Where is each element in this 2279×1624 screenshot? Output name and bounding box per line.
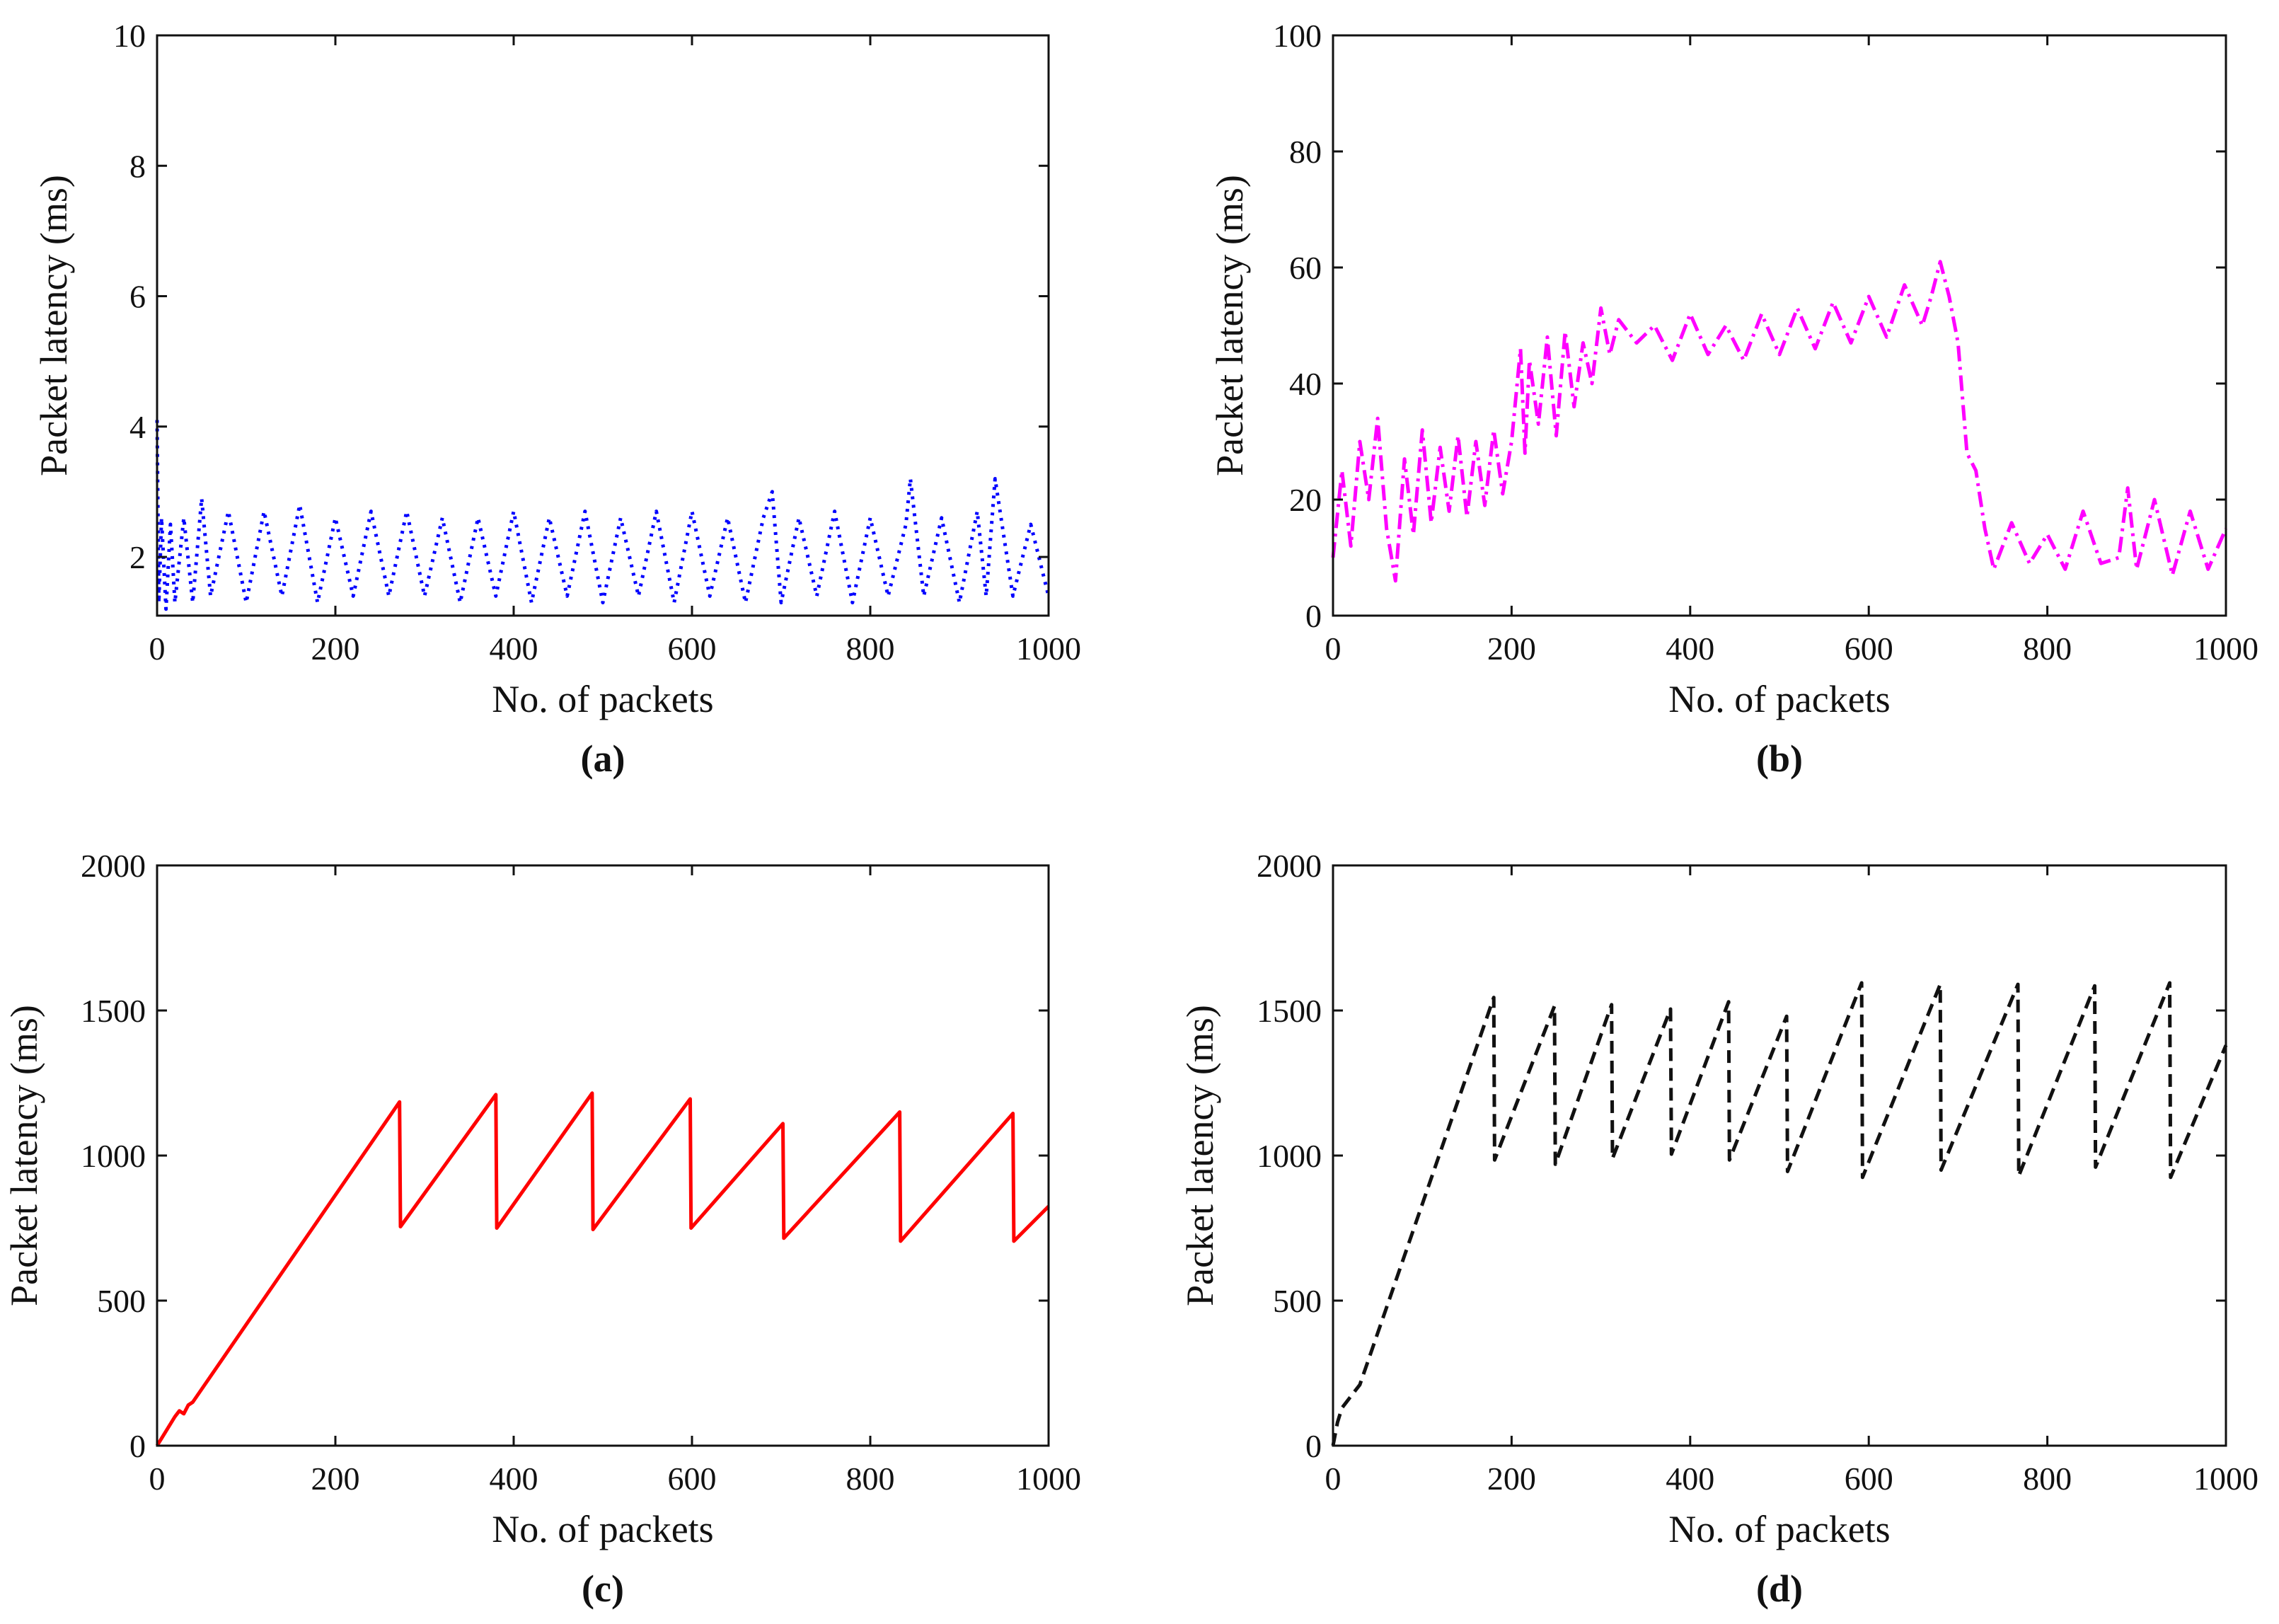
panel-c-x-tick-label: 200: [311, 1461, 360, 1497]
panel-a-x-tick-label: 600: [668, 630, 717, 667]
panel-b-x-tick-label: 200: [1487, 630, 1536, 667]
panel-b-y-tick-label: 80: [1289, 134, 1322, 170]
panel-c-caption: (c): [582, 1567, 624, 1610]
panel-b-y-axis-label: Packet latency (ms): [1208, 175, 1251, 476]
panel-a-y-tick-label: 4: [129, 409, 146, 445]
panel-c-y-tick-label: 1000: [81, 1138, 146, 1174]
panel-d-x-tick-label: 800: [2023, 1461, 2072, 1497]
panel-b-y-tick-label: 100: [1273, 18, 1322, 54]
panel-b-x-tick-label: 600: [1845, 630, 1893, 667]
panel-d-caption: (d): [1756, 1567, 1803, 1610]
panel-a-y-tick-label: 8: [129, 148, 146, 184]
panel-b-x-tick-label: 0: [1325, 630, 1342, 667]
panel-c-y-axis-label: Packet latency (ms): [3, 1005, 45, 1306]
panel-b-x-tick-label: 800: [2023, 630, 2072, 667]
panel-c-y-tick-label: 0: [129, 1428, 146, 1464]
panel-c-x-axis-label: No. of packets: [492, 1508, 713, 1550]
panel-d-y-tick-label: 2000: [1257, 848, 1322, 884]
panel-b-caption: (b): [1756, 737, 1803, 780]
panel-b: 0 200 400 600 800 1000 0 20 40 60 80 100 No. of pack…: [1208, 18, 2258, 780]
panel-a-y-tick-label: 6: [129, 279, 146, 315]
panel-b-x-tick-label: 400: [1666, 630, 1714, 667]
panel-b-y-tick-label: 0: [1305, 598, 1322, 634]
panel-a-x-tick-label: 1000: [1016, 630, 1081, 667]
panel-a-series-line: [155, 420, 1051, 611]
panel-c-series-line: [155, 1091, 1050, 1447]
panel-c-x-tick-label: 600: [668, 1461, 717, 1497]
panel-a: 0 200 400 600 800 1000 2 4 6 8 10 No. of packets Pac…: [33, 18, 1081, 780]
panel-a-y-axis-label: Packet latency (ms): [33, 175, 75, 476]
panel-a-x-tick-label: 800: [846, 630, 895, 667]
panel-c-x-tick-label: 400: [490, 1461, 538, 1497]
panel-b-y-tick-label: 60: [1289, 250, 1322, 286]
panel-d-x-tick-label: 200: [1487, 1461, 1536, 1497]
panel-c-axes-frame: [156, 864, 1050, 1447]
panel-a-x-tick-label: 0: [149, 630, 166, 667]
panel-b-y-tick-label: 40: [1289, 366, 1322, 402]
panel-a-axes-frame: [156, 34, 1050, 617]
panel-d-x-tick-label: 600: [1845, 1461, 1893, 1497]
panel-c-x-tick-label: 800: [846, 1461, 895, 1497]
panel-d-y-tick-label: 0: [1305, 1428, 1322, 1464]
panel-a-y-tick-label: 2: [129, 539, 146, 575]
panel-c-x-tick-label: 1000: [1016, 1461, 1081, 1497]
panel-d-y-tick-label: 500: [1273, 1283, 1322, 1319]
panel-d-x-tick-label: 1000: [2193, 1461, 2258, 1497]
panel-d-axes-frame: [1332, 864, 2227, 1447]
panel-b-x-tick-label: 1000: [2193, 630, 2258, 667]
panel-d-y-tick-label: 1000: [1257, 1138, 1322, 1174]
panel-b-axes-frame: [1332, 34, 2227, 617]
panel-d-x-tick-label: 0: [1325, 1461, 1342, 1497]
panel-a-caption: (a): [581, 737, 625, 780]
panel-a-y-tick-label: 10: [113, 18, 146, 54]
panel-d-x-tick-label: 400: [1666, 1461, 1714, 1497]
panel-c-y-tick-label: 500: [97, 1283, 146, 1319]
panel-c-y-tick-label: 2000: [81, 848, 146, 884]
panel-b-series-line: [1331, 260, 2228, 583]
panel-a-x-axis-label: No. of packets: [492, 678, 713, 720]
panel-d-y-tick-label: 1500: [1257, 993, 1322, 1029]
panel-b-x-axis-label: No. of packets: [1668, 678, 1890, 720]
panel-d-y-axis-label: Packet latency (ms): [1179, 1005, 1221, 1306]
panel-c-y-tick-label: 1500: [81, 993, 146, 1029]
panel-d-series-line: [1331, 981, 2228, 1446]
panel-b-y-tick-label: 20: [1289, 482, 1322, 518]
panel-d-x-axis-label: No. of packets: [1668, 1508, 1890, 1550]
panel-a-x-tick-label: 400: [490, 630, 538, 667]
panel-c: 0 200 400 600 800 1000 0 500 1000 1500 2000 No. of …: [3, 848, 1081, 1610]
panel-d: 0 200 400 600 800 1000 0 500 1000 1500 2000 No. of …: [1179, 848, 2258, 1610]
panel-a-x-tick-label: 200: [311, 630, 360, 667]
panel-c-x-tick-label: 0: [149, 1461, 166, 1497]
